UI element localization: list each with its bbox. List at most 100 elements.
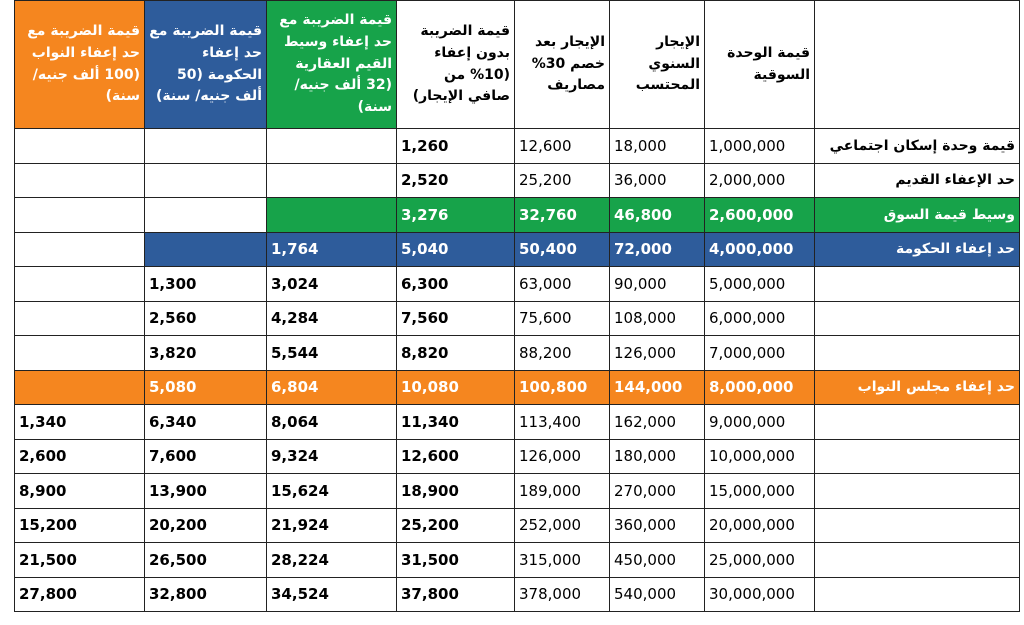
value-cell: 12,600 bbox=[514, 128, 610, 164]
value-cell: 46,800 bbox=[609, 197, 705, 233]
value-cell: 12,600 bbox=[396, 438, 515, 474]
value-cell bbox=[14, 369, 145, 405]
value-cell: 6,340 bbox=[144, 404, 267, 440]
table-row: 6,000,000 108,000 75,600 7,560 4,284 2,560 bbox=[14, 300, 1020, 336]
value-cell: 6,000,000 bbox=[704, 300, 815, 336]
table-row: 10,000,000 180,000 126,000 12,600 9,324 7,600… bbox=[14, 438, 1020, 474]
value-cell: 3,820 bbox=[144, 335, 267, 371]
value-cell: 2,600,000 bbox=[704, 197, 815, 233]
header-cell: قيمة الوحدة السوقية bbox=[704, 0, 815, 129]
value-cell bbox=[144, 231, 267, 267]
value-cell: 8,064 bbox=[266, 404, 397, 440]
value-cell: 75,600 bbox=[514, 300, 610, 336]
value-cell: 50,400 bbox=[514, 231, 610, 267]
value-cell: 1,000,000 bbox=[704, 128, 815, 164]
value-cell bbox=[144, 128, 267, 164]
value-cell: 18,900 bbox=[396, 473, 515, 509]
value-cell bbox=[266, 162, 397, 198]
value-cell: 6,300 bbox=[396, 266, 515, 302]
value-cell: 5,544 bbox=[266, 335, 397, 371]
value-cell: 3,024 bbox=[266, 266, 397, 302]
table-row: 9,000,000 162,000 113,400 11,340 8,064 6,340 1… bbox=[14, 404, 1020, 440]
value-cell bbox=[14, 335, 145, 371]
header-cell: الإيجار السنوي المحتسب bbox=[609, 0, 705, 129]
value-cell: 8,900 bbox=[14, 473, 145, 509]
value-cell: 21,924 bbox=[266, 507, 397, 543]
header-cell: قيمة الضريبة مع حد إعفاء النواب (100 ألف… bbox=[14, 0, 145, 129]
value-cell bbox=[14, 162, 145, 198]
value-cell: 189,000 bbox=[514, 473, 610, 509]
table-row: حد إعفاء مجلس النواب 8,000,000 144,000 100,… bbox=[14, 369, 1020, 405]
value-cell bbox=[14, 128, 145, 164]
row-label bbox=[814, 266, 1020, 302]
value-cell: 13,900 bbox=[144, 473, 267, 509]
value-cell: 28,224 bbox=[266, 542, 397, 578]
value-cell: 7,560 bbox=[396, 300, 515, 336]
value-cell: 4,000,000 bbox=[704, 231, 815, 267]
value-cell bbox=[14, 300, 145, 336]
header-cell: قيمة الضريبة مع حد إعفاء الحكومة (50 ألف… bbox=[144, 0, 267, 129]
value-cell: 126,000 bbox=[609, 335, 705, 371]
value-cell bbox=[14, 266, 145, 302]
value-cell: 30,000,000 bbox=[704, 576, 815, 612]
table-row: 25,000,000 450,000 315,000 31,500 28,224 26,5… bbox=[14, 542, 1020, 578]
value-cell: 5,040 bbox=[396, 231, 515, 267]
value-cell: 144,000 bbox=[609, 369, 705, 405]
value-cell: 63,000 bbox=[514, 266, 610, 302]
value-cell: 11,340 bbox=[396, 404, 515, 440]
row-label bbox=[814, 300, 1020, 336]
value-cell bbox=[144, 162, 267, 198]
row-label bbox=[814, 438, 1020, 474]
row-label: قيمة وحدة إسكان اجتماعي bbox=[814, 128, 1020, 164]
value-cell: 100,800 bbox=[514, 369, 610, 405]
table-row: 30,000,000 540,000 378,000 37,800 34,524 32,8… bbox=[14, 576, 1020, 612]
value-cell: 34,524 bbox=[266, 576, 397, 612]
value-cell: 20,200 bbox=[144, 507, 267, 543]
value-cell: 25,200 bbox=[514, 162, 610, 198]
header-cell: الإيجار بعد خصم 30% مصاريف bbox=[514, 0, 610, 129]
value-cell: 26,500 bbox=[144, 542, 267, 578]
value-cell: 20,000,000 bbox=[704, 507, 815, 543]
value-cell: 32,760 bbox=[514, 197, 610, 233]
value-cell: 270,000 bbox=[609, 473, 705, 509]
table-row: قيمة وحدة إسكان اجتماعي 1,000,000 18,000 12… bbox=[14, 128, 1020, 164]
value-cell: 180,000 bbox=[609, 438, 705, 474]
value-cell: 1,260 bbox=[396, 128, 515, 164]
value-cell: 5,080 bbox=[144, 369, 267, 405]
value-cell: 32,800 bbox=[144, 576, 267, 612]
value-cell: 88,200 bbox=[514, 335, 610, 371]
value-cell: 36,000 bbox=[609, 162, 705, 198]
value-cell: 360,000 bbox=[609, 507, 705, 543]
value-cell bbox=[14, 231, 145, 267]
value-cell: 25,200 bbox=[396, 507, 515, 543]
value-cell: 27,800 bbox=[14, 576, 145, 612]
value-cell bbox=[266, 197, 397, 233]
header-row: قيمة الوحدة السوقية الإيجار السنوي المحتس… bbox=[14, 0, 1020, 129]
value-cell bbox=[266, 128, 397, 164]
value-cell: 126,000 bbox=[514, 438, 610, 474]
header-cell bbox=[814, 0, 1020, 129]
value-cell: 540,000 bbox=[609, 576, 705, 612]
value-cell: 252,000 bbox=[514, 507, 610, 543]
value-cell: 1,764 bbox=[266, 231, 397, 267]
table-row: حد إعفاء الحكومة 4,000,000 72,000 50,400 5,0… bbox=[14, 231, 1020, 267]
value-cell: 9,324 bbox=[266, 438, 397, 474]
value-cell bbox=[14, 197, 145, 233]
header-cell: قيمة الضريبة مع حد إعفاء وسيط القيم العق… bbox=[266, 0, 397, 129]
value-cell: 3,276 bbox=[396, 197, 515, 233]
row-label: وسيط قيمة السوق bbox=[814, 197, 1020, 233]
value-cell: 162,000 bbox=[609, 404, 705, 440]
value-cell: 25,000,000 bbox=[704, 542, 815, 578]
value-cell: 21,500 bbox=[14, 542, 145, 578]
value-cell: 6,804 bbox=[266, 369, 397, 405]
value-cell: 4,284 bbox=[266, 300, 397, 336]
value-cell: 7,000,000 bbox=[704, 335, 815, 371]
value-cell: 2,600 bbox=[14, 438, 145, 474]
header-cell: قيمة الضريبة بدون إعفاء (10% من صافي الإ… bbox=[396, 0, 515, 129]
value-cell: 18,000 bbox=[609, 128, 705, 164]
value-cell: 113,400 bbox=[514, 404, 610, 440]
row-label bbox=[814, 507, 1020, 543]
value-cell: 10,080 bbox=[396, 369, 515, 405]
row-label: حد الإعفاء القديم bbox=[814, 162, 1020, 198]
value-cell: 15,200 bbox=[14, 507, 145, 543]
